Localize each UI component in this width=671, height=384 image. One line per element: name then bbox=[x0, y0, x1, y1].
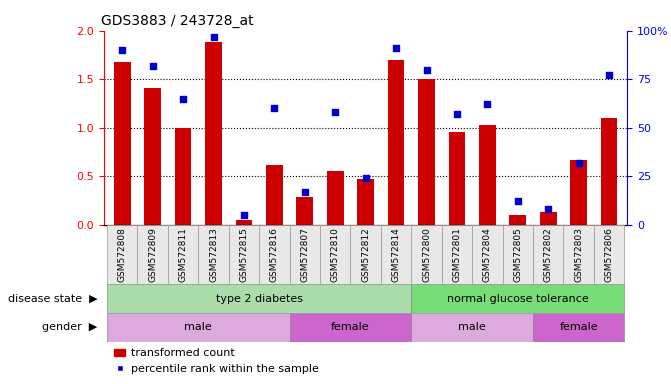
Bar bbox=[442, 225, 472, 284]
Bar bbox=[449, 132, 466, 225]
Bar bbox=[290, 313, 411, 342]
Bar bbox=[381, 225, 411, 284]
Point bbox=[421, 66, 432, 73]
Point bbox=[269, 105, 280, 111]
Text: GSM572812: GSM572812 bbox=[361, 227, 370, 282]
Bar bbox=[107, 225, 138, 284]
Bar bbox=[503, 225, 533, 284]
Bar bbox=[411, 313, 533, 342]
Legend: transformed count, percentile rank within the sample: transformed count, percentile rank withi… bbox=[109, 344, 323, 379]
Point bbox=[299, 189, 310, 195]
Text: GSM572811: GSM572811 bbox=[178, 227, 188, 282]
Bar bbox=[107, 284, 411, 313]
Bar bbox=[411, 225, 442, 284]
Bar bbox=[601, 118, 617, 225]
Text: male: male bbox=[185, 322, 212, 333]
Point bbox=[573, 159, 584, 166]
Text: female: female bbox=[331, 322, 370, 333]
Bar bbox=[388, 60, 405, 225]
Point bbox=[330, 109, 341, 115]
Bar bbox=[174, 127, 191, 225]
Bar bbox=[564, 225, 594, 284]
Bar bbox=[168, 225, 199, 284]
Text: GSM572803: GSM572803 bbox=[574, 227, 583, 282]
Text: GSM572805: GSM572805 bbox=[513, 227, 522, 282]
Text: female: female bbox=[560, 322, 598, 333]
Bar bbox=[327, 171, 344, 225]
Point bbox=[117, 47, 127, 53]
Bar bbox=[144, 88, 161, 225]
Point bbox=[604, 72, 615, 78]
Point bbox=[178, 96, 189, 102]
Text: disease state  ▶: disease state ▶ bbox=[7, 293, 97, 304]
Bar bbox=[350, 225, 381, 284]
Bar bbox=[290, 225, 320, 284]
Text: GSM572816: GSM572816 bbox=[270, 227, 279, 282]
Text: GSM572807: GSM572807 bbox=[301, 227, 309, 282]
Text: normal glucose tolerance: normal glucose tolerance bbox=[447, 293, 588, 304]
Bar bbox=[297, 197, 313, 225]
Bar bbox=[472, 225, 503, 284]
Text: male: male bbox=[458, 322, 486, 333]
Bar bbox=[138, 225, 168, 284]
Text: GSM572813: GSM572813 bbox=[209, 227, 218, 282]
Bar bbox=[570, 160, 587, 225]
Bar bbox=[594, 225, 624, 284]
Bar bbox=[205, 42, 222, 225]
Point bbox=[513, 198, 523, 204]
Bar bbox=[107, 313, 290, 342]
Text: GSM572808: GSM572808 bbox=[118, 227, 127, 282]
Bar bbox=[229, 225, 259, 284]
Text: gender  ▶: gender ▶ bbox=[42, 322, 97, 333]
Text: GSM572806: GSM572806 bbox=[605, 227, 613, 282]
Bar bbox=[540, 212, 557, 225]
Text: GSM572804: GSM572804 bbox=[483, 227, 492, 282]
Text: GSM572801: GSM572801 bbox=[452, 227, 462, 282]
Point bbox=[543, 206, 554, 212]
Text: GSM572800: GSM572800 bbox=[422, 227, 431, 282]
Bar bbox=[266, 164, 282, 225]
Bar bbox=[479, 125, 496, 225]
Point bbox=[148, 63, 158, 69]
Bar bbox=[114, 62, 131, 225]
Point bbox=[239, 212, 250, 218]
Point bbox=[360, 175, 371, 181]
Bar bbox=[411, 284, 624, 313]
Bar bbox=[418, 79, 435, 225]
Bar bbox=[320, 225, 350, 284]
Text: GSM572809: GSM572809 bbox=[148, 227, 157, 282]
Point bbox=[482, 101, 493, 108]
Bar bbox=[236, 220, 252, 225]
Bar bbox=[199, 225, 229, 284]
Text: GSM572802: GSM572802 bbox=[544, 227, 553, 282]
Text: GDS3883 / 243728_at: GDS3883 / 243728_at bbox=[101, 14, 254, 28]
Text: type 2 diabetes: type 2 diabetes bbox=[215, 293, 303, 304]
Bar bbox=[533, 225, 564, 284]
Point bbox=[208, 33, 219, 40]
Bar bbox=[358, 179, 374, 225]
Bar bbox=[259, 225, 290, 284]
Bar bbox=[533, 313, 624, 342]
Point bbox=[391, 45, 401, 51]
Point bbox=[452, 111, 462, 117]
Text: GSM572810: GSM572810 bbox=[331, 227, 340, 282]
Text: GSM572814: GSM572814 bbox=[392, 227, 401, 282]
Bar bbox=[509, 215, 526, 225]
Text: GSM572815: GSM572815 bbox=[240, 227, 248, 282]
